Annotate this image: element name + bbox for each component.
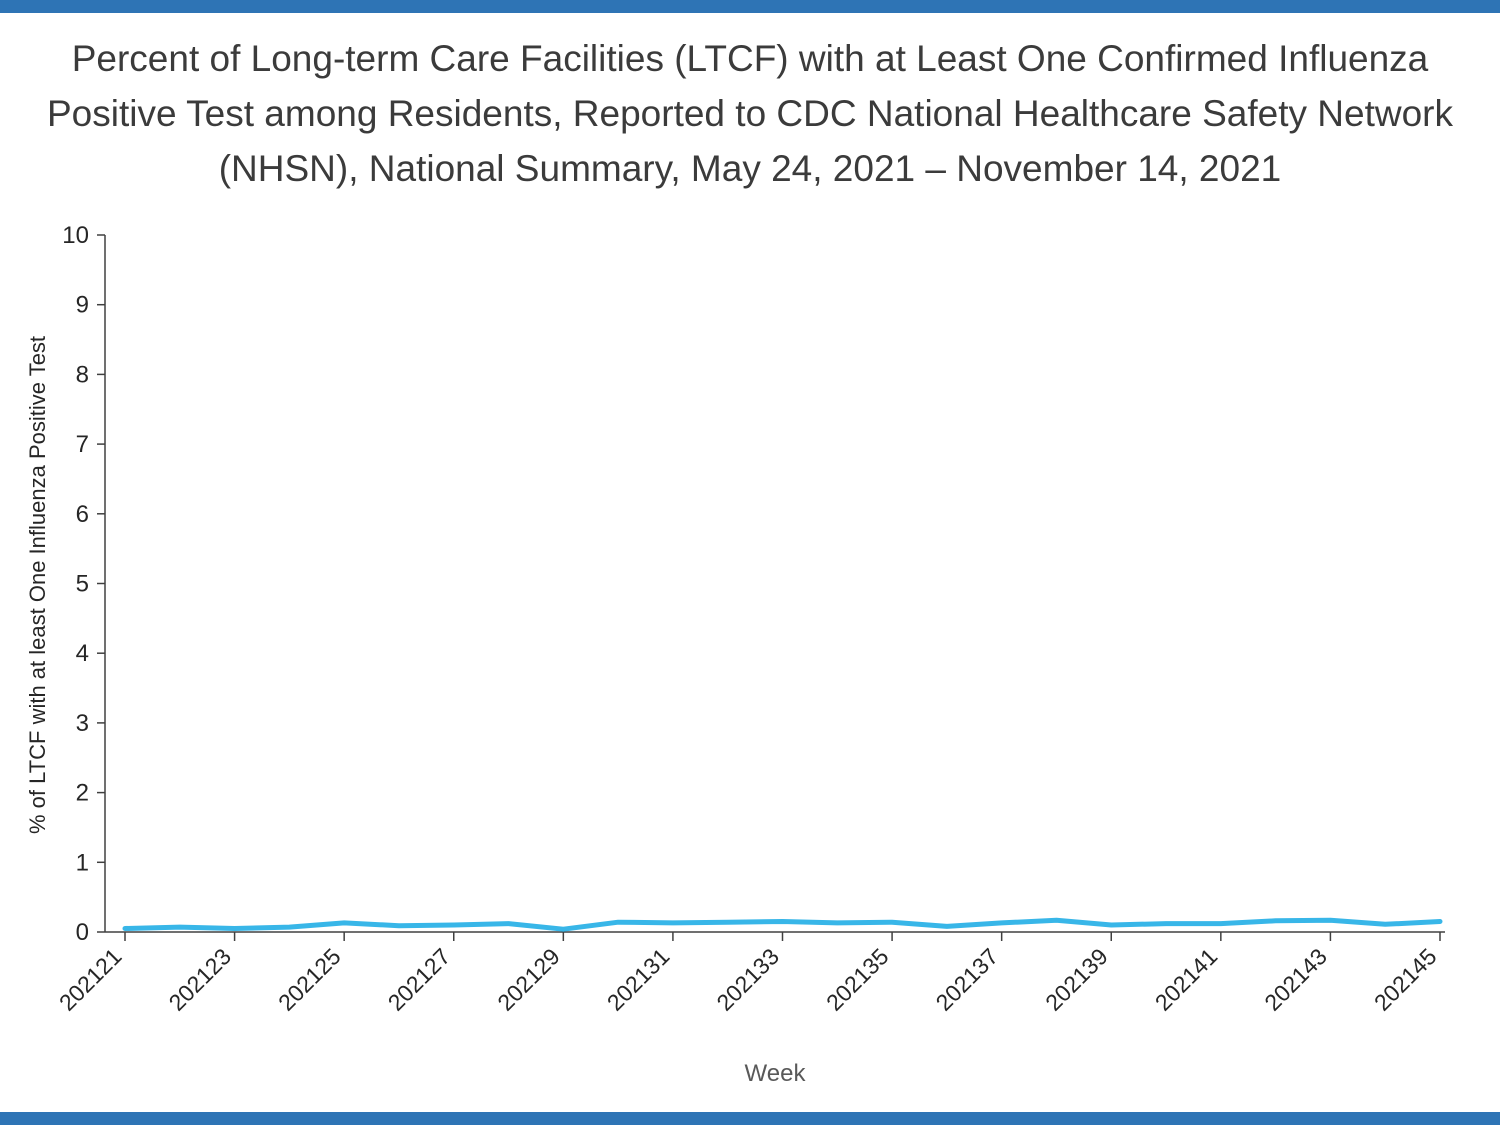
y-tick-label: 4	[76, 640, 89, 667]
chart-title: Percent of Long-term Care Facilities (LT…	[47, 38, 1453, 189]
x-tick-label: 202137	[931, 943, 1004, 1016]
chart-area: 0 1 2 3 4 5 6 7 8 9 10 202121 202123 202125 202127 2021…	[0, 210, 1500, 1090]
x-tick-label: 202139	[1040, 943, 1113, 1016]
y-tick-label: 9	[76, 292, 89, 319]
x-tick-label: 202133	[711, 943, 784, 1016]
x-axis-label: Week	[744, 1060, 806, 1087]
bottom-accent-bar	[0, 1112, 1500, 1125]
x-tick-label: 202143	[1259, 943, 1332, 1016]
x-tick-label: 202129	[492, 943, 565, 1016]
y-tick-label: 5	[76, 571, 89, 598]
y-tick-label: 3	[76, 710, 89, 737]
x-tick-label: 202145	[1369, 943, 1442, 1016]
x-tick-label: 202141	[1150, 943, 1223, 1016]
x-tick-label: 202131	[602, 943, 675, 1016]
y-tick-label: 2	[76, 780, 89, 807]
x-tick-label: 202135	[821, 943, 894, 1016]
y-axis-label: % of LTCF with at least One Influenza Po…	[25, 335, 50, 835]
influenza-percent-line	[122, 917, 1443, 932]
y-tick-label: 6	[76, 501, 89, 528]
y-tick-label: 0	[76, 919, 89, 946]
chart-svg: 0 1 2 3 4 5 6 7 8 9 10 202121 202123 202125 202127 2021…	[54, 222, 1445, 1016]
y-tick-label: 1	[76, 849, 89, 876]
x-tick-label: 202125	[273, 943, 346, 1016]
top-accent-bar	[0, 0, 1500, 13]
y-tick-label: 8	[76, 361, 89, 388]
x-tick-label: 202121	[54, 943, 127, 1016]
y-tick-label: 7	[76, 431, 89, 458]
x-tick-label: 202123	[163, 943, 236, 1016]
y-tick-label: 10	[62, 222, 89, 249]
x-tick-label: 202127	[383, 943, 456, 1016]
